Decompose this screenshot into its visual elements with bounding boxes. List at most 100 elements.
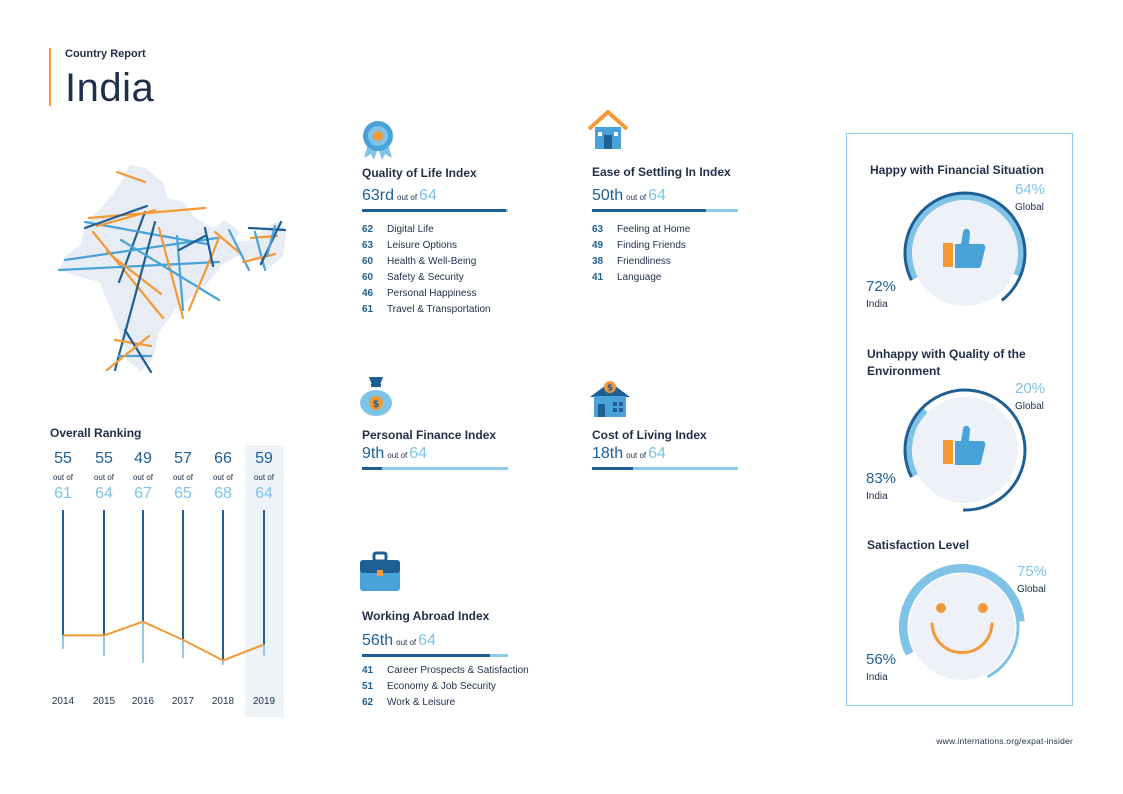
rank-total: 64 [419, 187, 437, 204]
year-label: 2018 [211, 696, 235, 707]
map-line [265, 224, 277, 258]
list-item: 49 Finding Friends [592, 238, 690, 254]
personal-finance-title: Personal Finance Index [362, 428, 497, 442]
svg-text:$: $ [607, 384, 613, 394]
sub-label: Personal Happiness [387, 288, 477, 299]
sub-rank: 38 [592, 256, 604, 267]
year-label: 2017 [171, 696, 195, 707]
map-line [105, 334, 151, 372]
overall-ranking-title: Overall Ranking [50, 426, 142, 440]
svg-text:$: $ [373, 399, 380, 410]
map-line [57, 260, 221, 272]
financial-india-pct: 72% [866, 278, 897, 295]
sub-rank: 63 [592, 224, 604, 235]
year-label: 2019 [252, 696, 276, 707]
cost-of-living-rank: 18th out of 64 [592, 445, 666, 463]
rank-total: 65 [174, 485, 192, 502]
rank-value: 9th [362, 445, 385, 462]
year-label: 2014 [51, 696, 75, 707]
map-line [253, 230, 267, 272]
sub-label: Digital Life [387, 224, 434, 235]
rank-total: 67 [134, 485, 152, 502]
map-line [95, 208, 157, 228]
satisfaction-india-pct: 56% [866, 651, 897, 668]
sub-rank: 41 [362, 665, 374, 676]
quality-of-life-bar [362, 209, 508, 212]
environment-title: Unhappy with Quality of the Environment [867, 347, 1026, 378]
bar-fill [362, 467, 383, 470]
ease-of-settling-in-bar [592, 209, 738, 212]
map-line [123, 328, 153, 374]
out-of-label: out of [626, 193, 647, 202]
environment-gauge [903, 388, 1027, 512]
rank-total: 64 [255, 485, 273, 502]
header-accent-bar [49, 48, 51, 106]
financial-situation-title: Happy with Financial Situation [870, 163, 1045, 177]
rank-value: 59 [255, 450, 273, 467]
rank-total: 64 [95, 485, 113, 502]
sub-label: Economy & Job Security [387, 681, 496, 692]
rank-column-2019: 59 out of 64 [244, 450, 284, 503]
list-item: 61 Travel & Transportation [362, 302, 491, 318]
map-line [247, 226, 287, 232]
bar-fill [592, 209, 706, 212]
map-line [83, 220, 209, 246]
report-kicker: Country Report [65, 48, 146, 60]
thumbs-down-icon [943, 425, 986, 465]
quality-of-life-subindices: 62 Digital Life 63 Leisure Options 60 Healt… [362, 222, 491, 318]
sub-rank: 60 [362, 256, 374, 267]
out-of-label: out of [253, 473, 274, 482]
map-line [187, 236, 221, 312]
rank-column-2016: 49 out of 67 [123, 450, 163, 503]
map-line [91, 230, 165, 320]
map-line [119, 238, 221, 302]
quality-of-life-title: Quality of Life Index [362, 166, 477, 180]
india-label: India [866, 491, 888, 502]
out-of-label: out of [626, 451, 647, 460]
map-line [175, 234, 185, 312]
rank-column-2018: 66 out of 68 [203, 450, 243, 503]
list-item: 60 Safety & Security [362, 270, 491, 286]
rank-value: 55 [54, 450, 72, 467]
map-line [113, 220, 157, 372]
briefcase-icon [360, 551, 400, 591]
rank-value: 50th [592, 187, 624, 204]
ease-of-settling-in-rank: 50th out of 64 [592, 187, 666, 205]
out-of-label: out of [132, 473, 153, 482]
sub-label: Language [617, 272, 662, 283]
environment-global-pct: 20% [1015, 380, 1046, 397]
satisfaction-gauge [899, 563, 1025, 680]
rank-value: 63rd [362, 187, 395, 204]
rank-total: 68 [214, 485, 232, 502]
rank-total: 61 [54, 485, 72, 502]
bar-fill [362, 654, 490, 657]
india-arc [899, 563, 1025, 656]
map-line [115, 170, 147, 184]
smiley-icon [930, 603, 994, 654]
map-line [177, 234, 207, 252]
sub-rank: 60 [362, 272, 374, 283]
out-of-label: out of [396, 638, 417, 647]
cost-of-living-bar [592, 467, 738, 470]
map-line [241, 252, 277, 264]
year-label: 2016 [131, 696, 155, 707]
ease-of-settling-in-title: Ease of Settling In Index [592, 165, 731, 179]
cost-of-living-title: Cost of Living Index [592, 428, 707, 442]
sub-rank: 61 [362, 304, 374, 315]
overall-ranking-chart [62, 510, 265, 665]
working-abroad-rank: 56th out of 64 [362, 632, 436, 650]
sub-label: Leisure Options [387, 240, 458, 251]
list-item: 38 Friendliness [592, 254, 690, 270]
list-item: 62 Work & Leisure [362, 695, 529, 711]
list-item: 63 Leisure Options [362, 238, 491, 254]
india-arc [903, 388, 1027, 512]
medal-icon [363, 121, 393, 160]
sub-label: Safety & Security [387, 272, 464, 283]
financial-gauge [903, 191, 1027, 306]
map-line [105, 250, 163, 296]
money-bag-icon: $ [360, 377, 392, 416]
list-item: 46 Personal Happiness [362, 286, 491, 302]
list-item: 62 Digital Life [362, 222, 491, 238]
sub-label: Health & Well-Being [387, 256, 477, 267]
sub-label: Work & Leisure [387, 697, 456, 708]
